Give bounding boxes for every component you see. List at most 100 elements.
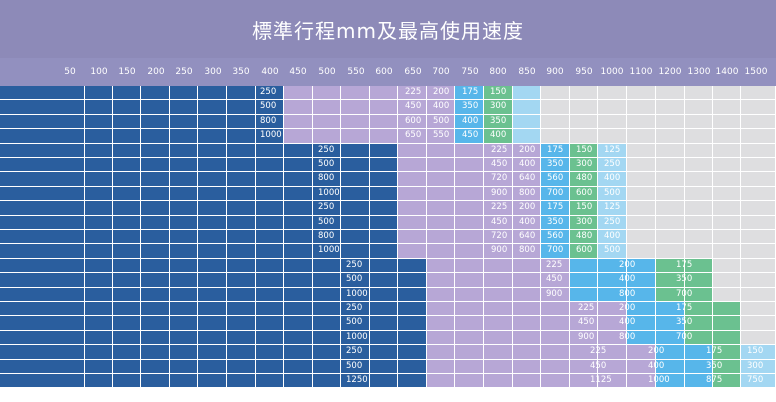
table-cell [227, 230, 256, 245]
table-cell [484, 143, 513, 158]
table-cell [0, 316, 85, 331]
speed-value: 1000 [260, 130, 282, 141]
table-cell [627, 258, 656, 274]
table-cell [198, 302, 227, 317]
table-cell [85, 114, 113, 130]
table-cell [598, 100, 627, 115]
table-cell [685, 129, 713, 144]
table-cell [113, 86, 141, 101]
table-cell [427, 86, 455, 101]
table-cell [256, 287, 284, 302]
speed-value: 400 [604, 173, 621, 184]
table-cell [113, 186, 141, 202]
table-cell [427, 143, 455, 158]
table-cell [313, 359, 341, 374]
table-cell [685, 258, 713, 274]
table-cell [656, 244, 685, 259]
table-cell [170, 258, 198, 274]
table-cell [627, 330, 656, 346]
table-cell [85, 215, 113, 230]
speed-value: 800 [519, 245, 536, 256]
table-cell [85, 316, 113, 331]
table-cell [513, 129, 541, 144]
table-cell [198, 230, 227, 245]
table-cell [427, 230, 455, 245]
table-cell [170, 86, 198, 101]
table-cell [256, 114, 284, 130]
table-cell [598, 258, 627, 274]
table-cell [370, 129, 398, 144]
table-cell [370, 359, 398, 374]
table-cell [227, 143, 256, 158]
table-cell [341, 273, 370, 288]
table-cell [198, 215, 227, 230]
table-cell [227, 316, 256, 331]
table-cell [398, 287, 427, 302]
table-cell [541, 172, 570, 187]
table-cell [627, 345, 656, 360]
speed-value: 1000 [318, 245, 340, 256]
speed-value: 175 [676, 303, 693, 313]
table-cell [598, 172, 627, 187]
table-cell [541, 186, 570, 202]
table-cell [170, 230, 198, 245]
table-cell [0, 186, 85, 202]
table-cell [170, 244, 198, 259]
speed-value: 480 [576, 173, 593, 184]
table-cell [484, 244, 513, 259]
table-cell [598, 316, 627, 331]
table-cell [741, 330, 776, 346]
table-cell [170, 129, 198, 144]
table-cell [85, 302, 113, 317]
table-cell [541, 244, 570, 259]
table-cell [113, 172, 141, 187]
table-cell [685, 330, 713, 346]
table-cell [427, 114, 455, 130]
table-cell [685, 114, 713, 130]
table-cell [627, 287, 656, 302]
table-cell [484, 215, 513, 230]
table-cell [0, 258, 85, 274]
speed-value: 500 [346, 360, 363, 371]
table-cell [685, 359, 713, 374]
table-cell [570, 158, 598, 173]
table-cell [256, 258, 284, 274]
table-cell [685, 186, 713, 202]
table-cell [570, 316, 598, 331]
speed-value: 350 [547, 216, 564, 227]
table-cell [656, 258, 685, 274]
table-cell [85, 374, 113, 389]
table-cell [713, 186, 741, 202]
table-cell [455, 316, 484, 331]
speed-value: 900 [491, 187, 508, 198]
table-cell [113, 316, 141, 331]
speed-value: 400 [648, 360, 665, 371]
table-cell [541, 201, 570, 216]
table-cell [427, 100, 455, 115]
table-cell [541, 230, 570, 245]
speed-value: 700 [676, 331, 693, 342]
speed-value: 720 [491, 173, 508, 184]
table-cell [256, 244, 284, 259]
table-cell [341, 158, 370, 173]
table-cell [541, 158, 570, 173]
table-cell [484, 273, 513, 288]
table-cell [141, 316, 170, 331]
table-cell [427, 345, 455, 360]
table-cell [570, 172, 598, 187]
table-cell [570, 230, 598, 245]
table-cell [85, 258, 113, 274]
speed-value: 250 [318, 144, 335, 155]
table-cell [313, 100, 341, 115]
table-cell [256, 86, 284, 101]
table-cell [227, 129, 256, 144]
speed-value: 150 [576, 144, 593, 155]
table-cell [227, 302, 256, 317]
table-cell [455, 114, 484, 130]
table-cell [484, 201, 513, 216]
table-cell [656, 114, 685, 130]
table-cell [541, 86, 570, 101]
table-cell [513, 100, 541, 115]
table-cell [741, 158, 776, 173]
table-cell [570, 143, 598, 158]
